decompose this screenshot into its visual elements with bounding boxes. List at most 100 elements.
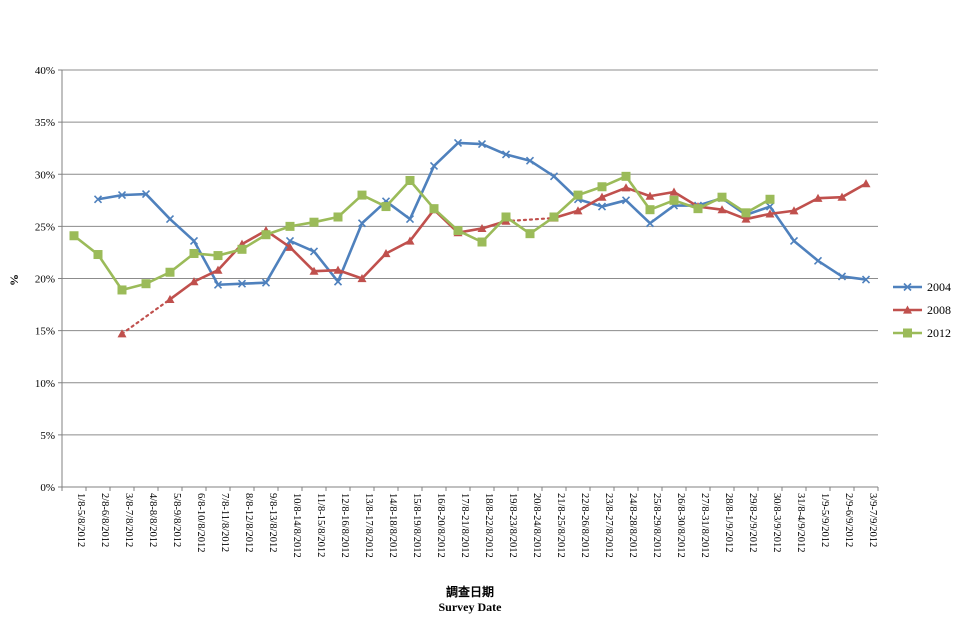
data-point-x-marker <box>165 215 175 224</box>
data-point-x-marker <box>861 275 871 284</box>
data-point-x-marker <box>813 256 823 265</box>
data-point-triangle-marker <box>165 294 175 303</box>
x-tick-label: 19/8-23/8/2012 <box>507 493 518 558</box>
legend: 2004 2008 2012 <box>893 280 951 340</box>
x-tick-label: 29/8-2/9/2012 <box>747 493 758 553</box>
y-tick-label: 35% <box>35 117 55 129</box>
x-tick-label: 3/8-7/8/2012 <box>123 493 134 547</box>
data-point-square-marker <box>285 221 295 231</box>
x-tick-label: 2/9-6/9/2012 <box>843 493 854 547</box>
data-point-square-marker <box>741 208 751 218</box>
y-tick-labels: 0% 5% 10% 15% 20% 25% 30% 35% 40% <box>35 65 55 494</box>
y-tick-label: 40% <box>35 65 55 77</box>
x-tick-label: 18/8-22/8/2012 <box>483 493 494 558</box>
data-point-triangle-marker <box>669 187 679 196</box>
x-tick-label: 2/8-6/8/2012 <box>99 493 110 547</box>
data-point-square-marker <box>903 328 912 338</box>
data-point-triangle-marker <box>741 214 751 223</box>
data-point-triangle-marker <box>477 223 487 233</box>
data-point-square-marker <box>501 212 511 222</box>
data-point-square-marker <box>357 190 367 200</box>
data-point-x-marker <box>765 202 775 211</box>
data-point-square-marker <box>117 285 127 295</box>
series-line <box>553 182 867 221</box>
data-point-triangle-marker <box>117 329 127 338</box>
data-point-triangle-marker <box>789 206 799 215</box>
data-point-square-marker <box>717 192 727 202</box>
data-point-triangle-marker <box>573 206 583 215</box>
x-tick-label: 21/8-25/8/2012 <box>555 493 566 558</box>
y-tick-label: 5% <box>40 430 55 442</box>
data-point-square-marker <box>237 244 247 254</box>
data-point-square-marker <box>669 195 679 205</box>
series-line <box>97 141 867 287</box>
data-point-triangle-marker <box>405 236 415 245</box>
data-point-triangle-marker <box>309 266 319 275</box>
x-tick-label: 6/8-10/8/2012 <box>195 493 206 553</box>
series-dotted-gap <box>504 216 556 223</box>
data-point-square-marker <box>549 212 559 222</box>
data-point-square-marker <box>93 250 103 260</box>
x-tick-label: 11/8-15/8/2012 <box>315 493 326 557</box>
data-point-square-marker <box>621 171 631 181</box>
data-point-square-marker <box>429 204 439 214</box>
data-point-x-marker <box>309 247 319 256</box>
x-tick-label: 30/8-3/9/2012 <box>771 493 782 553</box>
data-point-x-marker <box>789 236 799 246</box>
x-tick-label: 17/8-21/8/2012 <box>459 493 470 558</box>
data-point-x-marker <box>285 236 295 246</box>
data-point-triangle-marker <box>717 205 727 214</box>
data-point-square-marker <box>165 267 175 277</box>
legend-item-2008: 2008 <box>893 303 951 317</box>
x-tick-label: 28/8-1/9/2012 <box>723 493 734 553</box>
data-point-square-marker <box>309 217 319 227</box>
y-tick-label: 20% <box>35 274 55 286</box>
data-point-x-marker <box>141 189 151 199</box>
legend-label: 2012 <box>927 326 951 340</box>
data-point-x-marker <box>453 138 463 148</box>
x-tick-label: 22/8-26/8/2012 <box>579 493 590 558</box>
x-tick-label: 31/8-4/9/2012 <box>795 493 806 553</box>
data-point-square-marker <box>597 182 607 192</box>
y-tick-label: 0% <box>40 482 55 494</box>
data-point-x-marker <box>525 156 535 165</box>
x-tick-label: 1/9-5/9/2012 <box>819 493 830 547</box>
data-point-triangle-marker <box>861 179 871 188</box>
x-axis-title-zh: 調查日期 <box>446 584 494 599</box>
series <box>69 138 871 338</box>
data-point-triangle-marker <box>765 209 775 218</box>
data-point-triangle-marker <box>621 183 631 192</box>
series-2008 <box>117 179 871 338</box>
x-tick-label: 10/8-14/8/2012 <box>291 493 302 558</box>
data-point-triangle-marker <box>381 248 391 258</box>
series-2012 <box>69 171 775 295</box>
data-point-x-marker <box>117 191 127 200</box>
data-point-square-marker <box>693 204 703 214</box>
y-axis-title: % <box>7 274 21 286</box>
data-point-x-marker <box>213 280 223 289</box>
x-tick-label: 3/9-7/9/2012 <box>867 493 878 547</box>
data-point-triangle-marker <box>213 265 223 274</box>
data-point-square-marker <box>765 194 775 204</box>
legend-label: 2004 <box>927 280 951 294</box>
data-point-x-marker <box>549 172 559 181</box>
data-point-x-marker <box>357 219 367 228</box>
data-point-triangle-marker <box>837 192 847 201</box>
x-tick-label: 12/8-16/8/2012 <box>339 493 350 558</box>
data-point-x-marker <box>189 236 199 246</box>
data-point-x-marker <box>501 150 511 159</box>
data-point-x-marker <box>477 139 487 149</box>
data-point-triangle-marker <box>813 193 823 202</box>
x-axis-title-en: Survey Date <box>439 600 503 614</box>
data-point-triangle-marker <box>285 242 295 251</box>
data-point-square-marker <box>333 212 343 222</box>
y-tick-label: 15% <box>35 326 55 338</box>
data-point-square-marker <box>189 248 199 258</box>
data-point-triangle-marker <box>903 305 912 314</box>
y-tick-label: 10% <box>35 378 55 390</box>
data-point-x-marker <box>333 277 343 286</box>
series-dotted-gap <box>120 298 172 335</box>
data-point-x-marker <box>597 202 607 211</box>
data-point-x-marker <box>261 278 271 287</box>
data-point-square-marker <box>381 202 391 212</box>
